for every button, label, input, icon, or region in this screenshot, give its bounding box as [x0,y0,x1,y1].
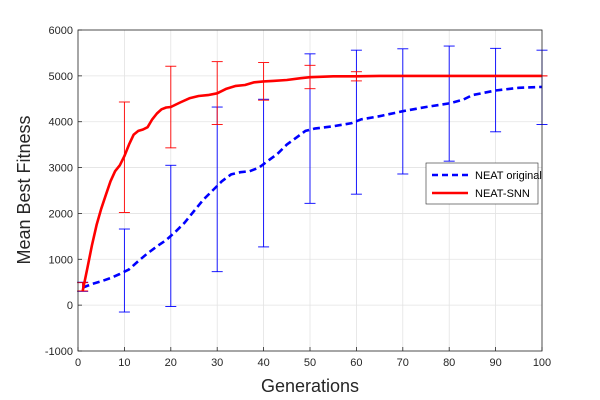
series-1 [77,61,548,292]
y-tick-label: 1000 [49,254,73,266]
y-tick-label: -1000 [45,346,73,358]
x-tick-label: 0 [75,357,81,369]
series-line-0 [82,85,543,289]
x-tick-label: 80 [443,357,455,369]
x-tick-label: 70 [397,357,409,369]
y-axis-label: Mean Best Fitness [14,115,34,264]
x-tick-label: 50 [304,357,316,369]
x-tick-label: 40 [257,357,269,369]
y-tick-label: 2000 [49,208,73,220]
ticks: 0 10 20 30 40 50 60 70 80 90 100-10000100020003000… [45,25,551,369]
y-tick-label: 3000 [49,163,73,175]
y-tick-label: 6000 [49,25,73,37]
y-tick-label: 0 [67,300,73,312]
legend-label-neat-snn: NEAT-SNN [475,188,530,200]
x-tick-label: 10 [118,357,130,369]
x-tick-label: 60 [350,357,362,369]
legend-label-neat-original: NEAT original [475,170,542,182]
x-tick-label: 20 [165,357,177,369]
legend-box [425,162,539,205]
series-line-1 [81,74,542,292]
y-tick-label: 4000 [49,117,73,129]
x-axis-label: Generations [261,376,359,396]
legend: NEAT original NEAT-SNN [425,162,542,205]
y-tick-label: 5000 [49,71,73,83]
x-tick-label: 90 [489,357,501,369]
x-tick-label: 30 [211,357,223,369]
x-tick-label: 100 [533,357,551,369]
series-layer [77,45,548,313]
